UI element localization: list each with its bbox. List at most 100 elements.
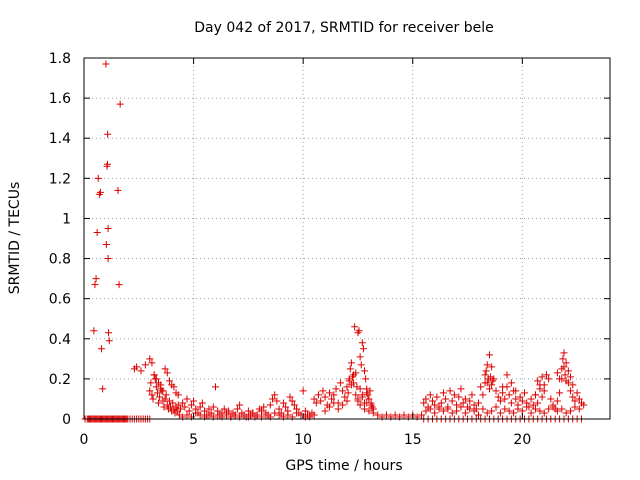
data-point bbox=[102, 60, 110, 68]
data-point bbox=[90, 327, 98, 335]
data-point bbox=[290, 401, 298, 409]
data-point bbox=[275, 411, 283, 419]
y-tick-label: 0.4 bbox=[49, 332, 71, 348]
data-point bbox=[457, 385, 465, 393]
data-point bbox=[152, 383, 160, 391]
data-point bbox=[575, 405, 583, 413]
data-point bbox=[457, 403, 465, 411]
data-point bbox=[420, 399, 428, 407]
data-point bbox=[150, 371, 158, 379]
data-point bbox=[549, 403, 557, 411]
data-point bbox=[365, 395, 373, 403]
data-point bbox=[116, 100, 124, 108]
data-point bbox=[439, 389, 447, 397]
data-point bbox=[339, 387, 347, 395]
data-point bbox=[156, 393, 164, 401]
data-point bbox=[161, 365, 169, 373]
data-point bbox=[492, 387, 500, 395]
data-point bbox=[350, 379, 358, 387]
data-point bbox=[236, 401, 244, 409]
data-point bbox=[201, 407, 209, 415]
data-point bbox=[148, 391, 156, 399]
data-point bbox=[547, 395, 555, 403]
data-point bbox=[529, 401, 537, 409]
data-point bbox=[431, 401, 439, 409]
data-point bbox=[102, 241, 110, 249]
data-point bbox=[444, 405, 452, 413]
data-point bbox=[569, 393, 577, 401]
data-point bbox=[336, 379, 344, 387]
data-point bbox=[328, 395, 336, 403]
data-point bbox=[459, 399, 467, 407]
data-point bbox=[531, 391, 539, 399]
data-point bbox=[538, 393, 546, 401]
data-point bbox=[475, 411, 482, 419]
data-point bbox=[560, 349, 568, 357]
grid-lines bbox=[84, 58, 610, 419]
y-tick-label: 1.2 bbox=[49, 171, 71, 187]
data-point bbox=[187, 401, 195, 409]
y-tick-label: 1.8 bbox=[49, 51, 71, 67]
data-point bbox=[344, 389, 352, 397]
data-point bbox=[244, 407, 252, 415]
data-point bbox=[510, 409, 518, 417]
data-point bbox=[103, 160, 111, 168]
x-tick-label: 15 bbox=[404, 432, 422, 448]
data-point bbox=[192, 409, 200, 417]
data-point bbox=[536, 407, 544, 415]
data-point bbox=[353, 383, 361, 391]
data-point bbox=[343, 383, 351, 391]
data-point bbox=[455, 393, 463, 401]
data-point bbox=[183, 395, 191, 403]
data-point bbox=[105, 329, 113, 337]
data-point bbox=[483, 361, 491, 369]
data-point bbox=[190, 397, 198, 405]
data-point bbox=[428, 397, 436, 405]
data-point bbox=[105, 337, 113, 345]
data-point bbox=[540, 409, 548, 417]
data-point bbox=[545, 405, 553, 413]
data-point bbox=[538, 373, 546, 381]
data-point bbox=[163, 369, 171, 377]
data-point bbox=[288, 397, 296, 405]
y-tick-label: 0.8 bbox=[49, 252, 71, 268]
data-point bbox=[560, 363, 568, 371]
plot-frame bbox=[83, 57, 611, 420]
data-point bbox=[345, 377, 353, 385]
data-point bbox=[359, 345, 367, 353]
data-point bbox=[284, 411, 292, 419]
data-point bbox=[355, 327, 363, 335]
data-point bbox=[157, 381, 165, 389]
data-point bbox=[169, 399, 177, 407]
data-point bbox=[205, 411, 213, 419]
data-point bbox=[325, 389, 333, 397]
data-point bbox=[96, 188, 104, 196]
data-point bbox=[93, 228, 101, 236]
data-point bbox=[92, 275, 100, 283]
chart-title: Day 042 of 2017, SRMTID for receiver bel… bbox=[194, 20, 493, 36]
data-point bbox=[312, 399, 320, 407]
data-point bbox=[198, 399, 206, 407]
data-point bbox=[516, 393, 524, 401]
data-point bbox=[573, 389, 581, 397]
data-point bbox=[512, 395, 520, 403]
y-tick-label: 1.4 bbox=[49, 131, 71, 147]
data-point bbox=[240, 411, 248, 419]
data-point bbox=[477, 383, 485, 391]
data-point bbox=[439, 407, 447, 415]
data-point bbox=[185, 407, 193, 415]
data-point bbox=[558, 405, 566, 413]
data-point bbox=[448, 397, 456, 405]
data-point bbox=[559, 355, 567, 363]
data-point bbox=[442, 395, 450, 403]
data-point bbox=[418, 411, 426, 419]
data-point bbox=[503, 371, 511, 379]
data-point bbox=[253, 411, 261, 419]
data-point bbox=[361, 367, 369, 375]
data-point bbox=[174, 401, 182, 409]
data-point bbox=[542, 371, 550, 379]
data-point bbox=[258, 407, 266, 415]
data-point bbox=[321, 393, 329, 401]
data-point bbox=[512, 387, 520, 395]
